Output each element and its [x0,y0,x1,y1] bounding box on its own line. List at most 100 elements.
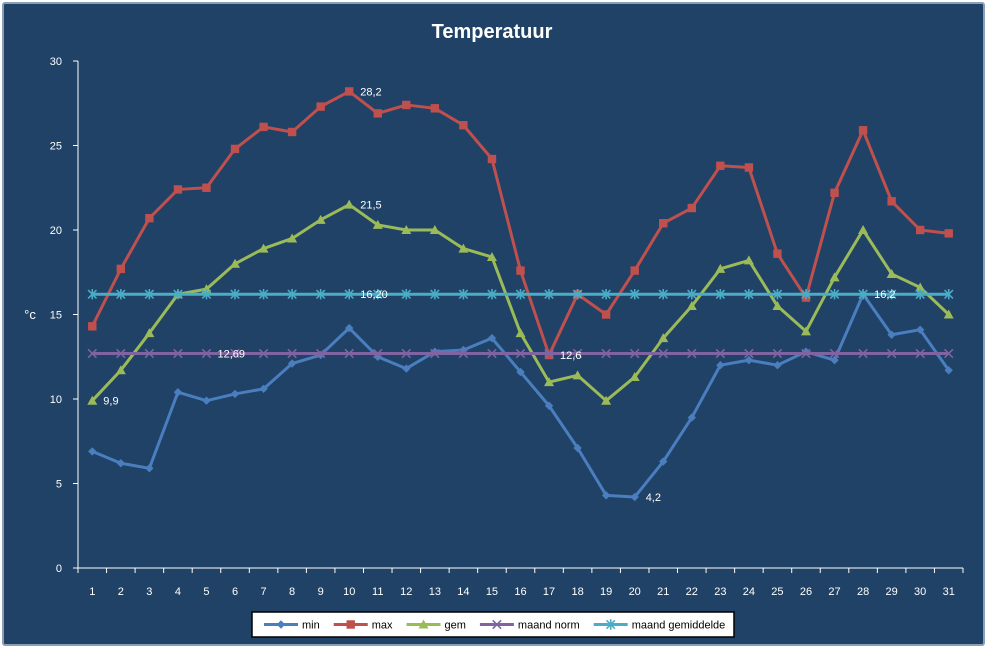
legend-label: min [302,620,320,632]
data-point [629,372,640,382]
x-tick-label: 26 [800,586,812,598]
data-point [276,620,286,629]
data-point [659,219,668,228]
data-point [772,289,783,300]
data-point [544,401,554,410]
x-tick-label: 1 [89,586,95,598]
x-tick-label: 22 [686,586,698,598]
data-point [886,348,897,359]
data-point [487,154,497,164]
data-point [605,619,616,630]
data-point [458,243,469,253]
data-point [773,249,782,258]
data-point [259,122,268,132]
data-point [344,348,354,359]
data-point [829,272,840,282]
data-label: 9,9 [103,396,118,408]
data-point [716,361,725,370]
data-point [287,233,298,243]
data-point [116,348,126,359]
legend-item: maand gemiddelde [593,619,725,632]
data-point [716,161,725,170]
data-label: 16,2 [874,289,895,301]
data-point [430,289,440,300]
data-point [772,348,783,359]
chart-title: Temperatuur [432,21,553,43]
data-point [201,289,212,300]
data-point [458,348,469,359]
data-point [344,289,354,300]
x-tick-label: 11 [372,586,383,598]
y-tick-label: 10 [50,394,62,406]
data-point [629,348,640,359]
data-point [743,255,754,265]
x-tick-label: 5 [203,586,209,598]
y-tick-label: 5 [56,479,62,491]
data-point [116,264,126,274]
data-point [573,443,582,453]
data-point [145,213,154,223]
data-point [173,185,183,194]
data-point [315,214,326,224]
data-point [173,348,183,359]
x-tick-label: 20 [629,586,641,598]
data-point [801,289,811,300]
y-tick-label: 25 [50,141,62,153]
data-point [687,289,697,300]
data-point [601,310,611,319]
data-point [486,252,497,262]
y-tick-label: 0 [56,563,62,575]
data-point [429,225,440,234]
data-point [630,266,639,275]
x-tick-label: 30 [914,586,926,598]
x-tick-label: 3 [146,586,152,598]
data-label: 12,69 [217,349,245,361]
data-point [230,348,240,359]
x-tick-label: 18 [571,586,583,598]
x-tick-label: 27 [828,586,840,598]
data-point [800,326,811,336]
data-point [715,348,726,359]
data-point [88,447,97,456]
x-tick-label: 7 [261,586,267,598]
data-point [230,258,241,268]
data-point [87,289,98,300]
data-point [544,348,554,359]
x-tick-label: 16 [514,586,526,598]
x-tick-label: 13 [429,586,441,598]
data-point [830,188,839,198]
data-point [230,289,240,300]
x-tick-label: 12 [400,586,412,598]
data-point [858,348,868,359]
y-tick-label: 20 [50,225,62,237]
data-point [686,301,697,311]
data-point [915,282,926,292]
data-point [601,395,612,405]
data-point [515,289,526,300]
x-tick-label: 25 [771,586,783,598]
data-point [115,365,126,375]
data-point [687,413,696,422]
legend-item: maand norm [479,620,580,632]
data-point [630,492,639,502]
data-point [830,355,839,365]
data-point [744,163,754,172]
x-tick-label: 29 [886,586,898,598]
data-point [173,388,183,397]
data-point [315,348,326,359]
data-point [915,225,925,235]
data-label: 21,5 [360,200,381,212]
data-point [258,348,269,359]
data-point [144,328,155,338]
data-point [601,348,611,359]
legend-label: gem [445,620,466,632]
legend-label: max [372,620,393,632]
legend-item: min [264,620,320,632]
data-point [516,266,525,275]
data-point [344,199,355,209]
data-point [430,104,440,113]
x-tick-label: 23 [714,586,726,598]
data-point [202,183,211,192]
data-point [345,87,354,96]
data-point [544,289,554,300]
